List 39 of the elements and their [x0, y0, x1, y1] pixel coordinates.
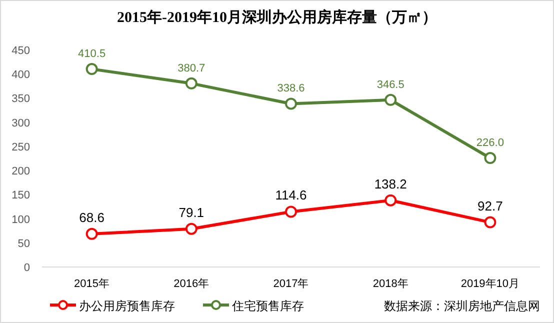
point — [185, 222, 198, 235]
y-tick-label: 300 — [12, 117, 30, 130]
data-label: 114.6 — [275, 188, 307, 203]
y-tick-label: 450 — [12, 45, 30, 57]
y-tick-label: 50 — [18, 238, 30, 250]
data-label: 68.6 — [79, 210, 104, 225]
y-tick-label: 150 — [12, 190, 30, 202]
data-label: 79.1 — [178, 204, 204, 220]
data-label: 92.7 — [478, 198, 503, 214]
y-tick-label: 200 — [12, 166, 30, 178]
point — [185, 77, 198, 90]
chart-title: 2015年-2019年10月深圳办公用房库存量（万㎡） — [117, 8, 437, 26]
y-tick-label: 250 — [12, 141, 30, 154]
data-label: 346.5 — [376, 78, 404, 91]
x-tick-label: 2017年 — [273, 278, 309, 290]
legend-label: 办公用房预售库存 — [79, 299, 175, 313]
y-tick-label: 400 — [12, 69, 30, 82]
point — [86, 63, 98, 76]
y-tick-label: 350 — [12, 93, 30, 106]
x-tick-label: 2019年10月 — [460, 278, 520, 290]
point — [285, 98, 297, 110]
x-tick-label: 2016年 — [174, 278, 210, 290]
data-label: 380.7 — [178, 62, 206, 74]
x-tick-label: 2015年 — [74, 278, 110, 290]
legend-label: 住宅预售库存 — [231, 299, 304, 313]
source-note: 数据来源：深圳房地产信息网 — [384, 299, 540, 313]
point — [384, 194, 397, 206]
data-label: 338.6 — [277, 82, 305, 95]
data-label: 410.5 — [78, 48, 106, 60]
point — [86, 228, 98, 240]
y-tick-label: 100 — [12, 214, 30, 226]
y-tick-label: 0 — [24, 262, 30, 274]
x-tick-label: 2018年 — [372, 278, 408, 290]
point — [285, 206, 297, 218]
point — [484, 152, 496, 164]
point — [384, 94, 397, 106]
data-label: 226.0 — [476, 137, 504, 150]
data-label: 138.2 — [374, 176, 407, 192]
point — [484, 216, 496, 228]
